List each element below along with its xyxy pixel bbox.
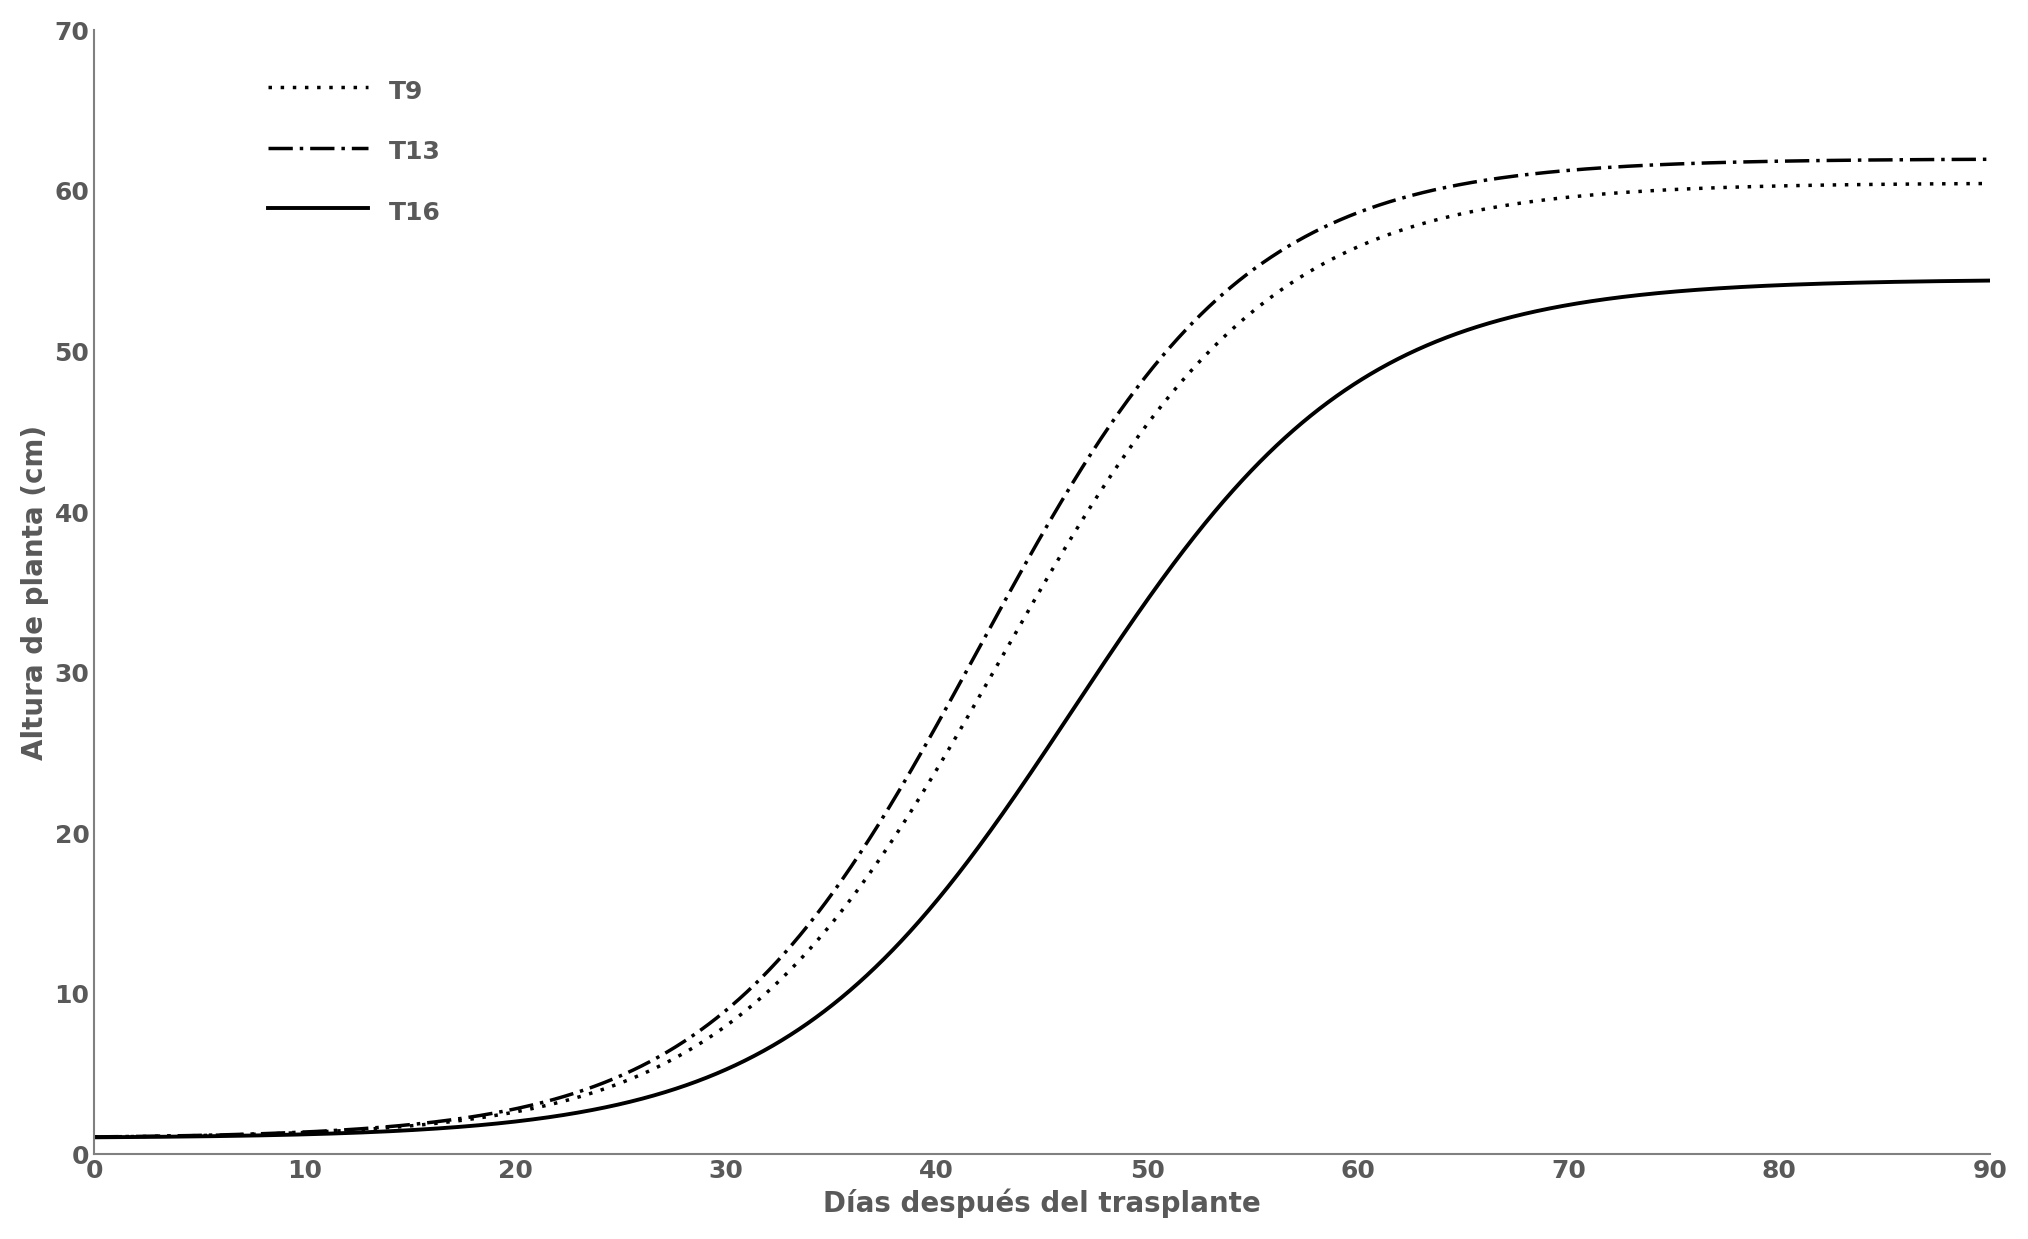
T16 [1923, 274, 1947, 289]
T16 [1923, 274, 1947, 289]
T13 [1004, 574, 1028, 589]
T9 [1923, 176, 1947, 191]
T16 [1004, 787, 1028, 802]
T16 [953, 856, 977, 871]
T13 [81, 1130, 105, 1145]
T13 [1977, 152, 2002, 167]
T16 [1977, 273, 2002, 287]
T9 [1977, 176, 2002, 191]
X-axis label: Días después del trasplante: Días después del trasplante [823, 1188, 1261, 1218]
Y-axis label: Altura de planta (cm): Altura de planta (cm) [20, 425, 49, 760]
T13 [1923, 152, 1947, 167]
T9 [1923, 176, 1947, 191]
T9 [1004, 624, 1028, 639]
T9 [953, 712, 977, 727]
T13 [953, 665, 977, 680]
T13 [178, 1129, 203, 1144]
T16 [81, 1130, 105, 1145]
Line: T13: T13 [93, 160, 1989, 1137]
Line: T9: T9 [93, 183, 1989, 1137]
Legend: T9, T13, T16: T9, T13, T16 [258, 66, 450, 237]
T16 [178, 1129, 203, 1144]
T13 [1574, 161, 1598, 176]
T13 [1923, 152, 1947, 167]
T9 [178, 1129, 203, 1144]
T9 [81, 1130, 105, 1145]
Line: T16: T16 [93, 280, 1989, 1137]
T16 [1574, 295, 1598, 310]
T9 [1574, 188, 1598, 203]
